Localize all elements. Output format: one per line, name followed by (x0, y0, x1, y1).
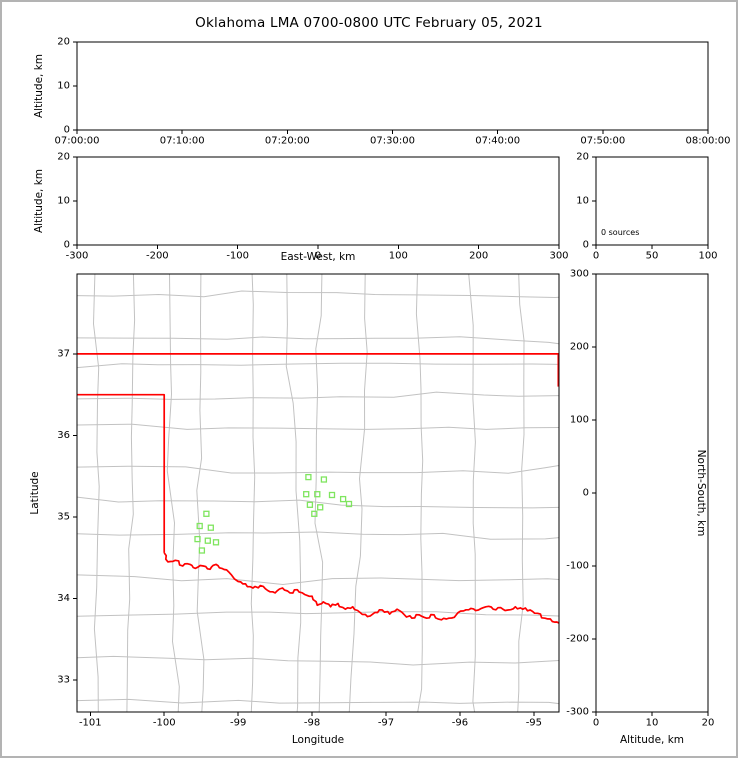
ew-height-xlabel: East-West, km (280, 251, 356, 263)
station-marker (320, 476, 328, 483)
x-tick-label: -100 (226, 250, 249, 261)
x-tick-label: -101 (79, 717, 102, 728)
x-tick-label: -95 (526, 717, 542, 728)
time_height-panel: 07:00:00 07:10:00 07:20:00 07:30:00 07:40:00… (55, 37, 731, 147)
x-tick-label: 07:40:00 (475, 135, 520, 146)
x-tick-label: 0 (593, 717, 599, 728)
y-tick-label: 20 (57, 37, 70, 48)
x-tick-label: 07:20:00 (265, 135, 310, 146)
alt_histogram-panel: 0 50 100 0 10 20 (576, 152, 717, 262)
x-tick-label: 300 (549, 250, 568, 261)
lma-station-markers (194, 473, 353, 554)
x-tick-label: 200 (469, 250, 488, 261)
station-marker (311, 510, 318, 517)
map-panel: -101 -100 -99 -98 -97 -96 -95 33 34 35 36 37 (57, 273, 560, 728)
time-height-ylabel: Altitude, km (33, 53, 45, 119)
x-tick-label: -200 (146, 250, 169, 261)
x-tick-label: 20 (702, 717, 715, 728)
x-tick-label: 07:50:00 (580, 135, 625, 146)
y-tick-label: 0 (64, 125, 70, 136)
station-marker (204, 537, 211, 544)
map-ylabel: Latitude (29, 471, 41, 515)
x-tick-label: 0 (315, 250, 321, 261)
x-tick-label: 100 (389, 250, 408, 261)
y-tick-label: 10 (57, 81, 70, 92)
x-tick-label: -100 (153, 717, 176, 728)
y-tick-label: 0 (583, 240, 589, 251)
ew-height-ylabel: Altitude, km (33, 168, 45, 234)
x-tick-label: 10 (646, 717, 659, 728)
x-tick-label: 100 (698, 250, 717, 261)
station-marker (306, 501, 314, 508)
y-tick-label: 35 (57, 512, 70, 523)
station-marker (345, 500, 353, 508)
station-marker (303, 491, 310, 498)
map-frame (76, 273, 560, 713)
x-tick-label: -97 (378, 717, 394, 728)
y-tick-label: -200 (566, 634, 589, 645)
y-tick-label: 37 (57, 348, 70, 359)
county-boundaries (77, 274, 559, 712)
oklahoma-state-border (77, 353, 559, 624)
station-marker (314, 491, 321, 498)
ns_height-panel: 0 10 20 -300 -200 -100 0 100 200 300 (566, 269, 714, 729)
border-segment-panhandle-and-100W-texas-border (77, 393, 166, 553)
y-tick-label: 10 (57, 196, 70, 207)
station-marker (196, 522, 203, 530)
station-marker (305, 473, 312, 481)
station-marker (339, 495, 347, 503)
station-marker (317, 504, 324, 511)
y-tick-label: 10 (576, 196, 589, 207)
source-count-annotation: 0 sources (601, 228, 640, 237)
y-tick-label: 0 (64, 240, 70, 251)
y-tick-label: 36 (57, 430, 70, 441)
map-xlabel: Longitude (291, 734, 345, 746)
station-marker (194, 535, 201, 543)
station-marker (198, 547, 206, 554)
border-segment-red-river-texas-border (163, 552, 559, 624)
ns-height-ylabel: North-South, km (695, 449, 707, 537)
ew_height-panel: -300 -200 -100 0 100 200 300 0 10 20 (57, 152, 568, 262)
time_height-frame (76, 41, 709, 131)
station-marker (328, 491, 336, 499)
station-marker (212, 539, 220, 546)
x-tick-label: -99 (230, 717, 246, 728)
x-tick-label: 50 (646, 250, 659, 261)
y-tick-label: 200 (570, 342, 589, 353)
station-marker (207, 524, 214, 531)
station-marker (203, 510, 210, 517)
ns_height-frame (595, 273, 709, 713)
ns-height-xlabel: Altitude, km (619, 734, 685, 746)
x-tick-label: -300 (66, 250, 89, 261)
y-tick-label: -100 (566, 561, 589, 572)
y-tick-label: 0 (583, 488, 589, 499)
y-tick-label: 100 (570, 415, 589, 426)
y-tick-label: 33 (57, 675, 70, 686)
x-tick-label: 07:00:00 (55, 135, 100, 146)
x-tick-label: -98 (304, 717, 320, 728)
y-tick-label: -300 (566, 707, 589, 718)
x-tick-label: 07:30:00 (370, 135, 415, 146)
plot-title: Oklahoma LMA 0700-0800 UTC February 05, … (195, 15, 543, 31)
y-tick-label: 300 (570, 269, 589, 280)
x-tick-label: 0 (593, 250, 599, 261)
ew_height-frame (76, 156, 560, 246)
y-tick-label: 20 (576, 152, 589, 163)
x-tick-label: -96 (452, 717, 468, 728)
x-tick-label: 08:00:00 (686, 135, 731, 146)
y-tick-label: 34 (57, 593, 70, 604)
x-tick-label: 07:10:00 (160, 135, 205, 146)
y-tick-label: 20 (57, 152, 70, 163)
